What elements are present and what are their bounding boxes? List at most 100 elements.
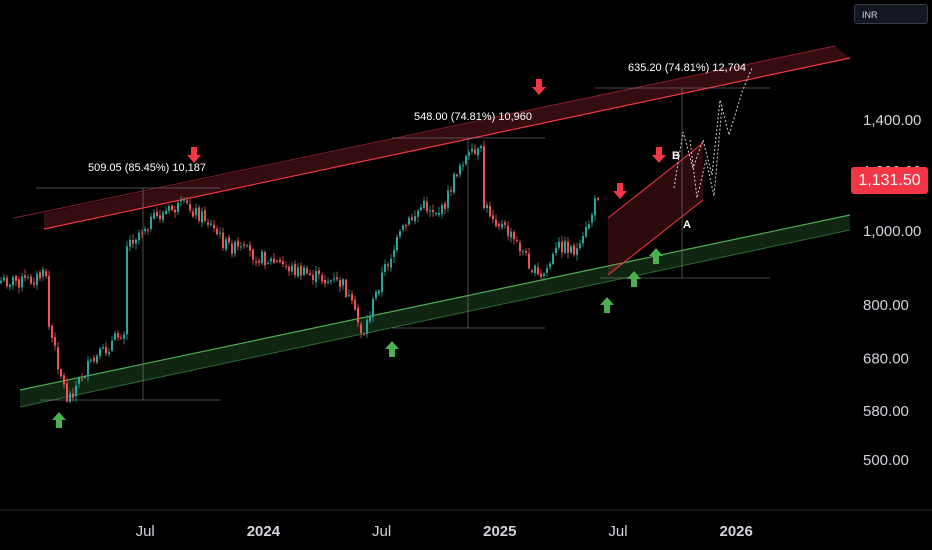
candle	[507, 225, 509, 237]
candle	[486, 204, 488, 208]
candle	[357, 307, 359, 323]
candle	[144, 228, 146, 231]
candle	[15, 275, 17, 281]
candle	[387, 264, 389, 267]
candle	[24, 275, 26, 278]
candle	[279, 259, 281, 263]
candle	[12, 277, 14, 286]
x-axis[interactable]: Jul 2024 Jul 2025 Jul 2026	[0, 509, 932, 540]
candle	[552, 253, 554, 264]
support-upper-line	[19, 214, 851, 391]
candles	[0, 140, 599, 404]
candle	[300, 265, 302, 276]
candle	[423, 201, 425, 208]
candle	[267, 262, 269, 264]
current-price-tag: 1,131.50	[851, 167, 928, 194]
candle	[213, 224, 215, 229]
candle	[414, 216, 416, 222]
candle	[3, 277, 5, 281]
candle	[498, 223, 500, 227]
candle	[564, 241, 566, 254]
x-tick-label: 2025	[483, 523, 516, 540]
candle	[210, 223, 212, 225]
candle	[126, 246, 128, 335]
candle	[84, 376, 86, 378]
candle	[555, 247, 557, 253]
candle	[285, 265, 287, 267]
candle	[489, 206, 491, 217]
candle	[585, 227, 587, 237]
candle	[453, 173, 455, 193]
candle	[75, 385, 77, 397]
candle	[6, 277, 8, 287]
candle	[333, 278, 335, 280]
candle	[117, 333, 119, 338]
candle	[36, 273, 38, 285]
candle	[201, 211, 203, 223]
candle	[381, 272, 383, 292]
candle	[543, 273, 545, 277]
sell-arrow-icon	[613, 183, 627, 199]
y-tick-label: 800.00	[863, 297, 909, 314]
measure-annotation: 635.20 (74.81%) 12,704	[628, 62, 746, 74]
candle	[345, 279, 347, 298]
candle	[162, 212, 164, 221]
currency-label[interactable]: INR	[854, 4, 928, 24]
candle	[504, 222, 506, 225]
candle	[207, 222, 209, 225]
candle	[186, 200, 188, 203]
candle	[198, 207, 200, 221]
signal-arrows	[52, 79, 666, 428]
candle	[21, 276, 23, 288]
candle	[525, 251, 527, 253]
candle	[177, 202, 179, 213]
candle	[66, 383, 68, 402]
candle	[231, 243, 233, 254]
candle	[468, 152, 470, 156]
candle	[249, 245, 251, 251]
candle	[360, 324, 362, 333]
y-axis[interactable]: 500.00580.00680.00800.001,000.001,200.00…	[850, 0, 932, 510]
candle	[579, 243, 581, 248]
candle	[282, 261, 284, 265]
candle	[51, 325, 53, 338]
support-channel	[20, 215, 850, 407]
candle	[459, 165, 461, 175]
candle	[258, 260, 260, 263]
resistance-channel	[44, 46, 850, 229]
candle	[522, 251, 524, 253]
candle	[513, 231, 515, 240]
support-lower-line	[19, 229, 851, 408]
candle	[189, 204, 191, 211]
candle	[408, 217, 410, 225]
candle	[390, 258, 392, 268]
x-tick-label: Jul	[372, 523, 391, 540]
corrective-upper	[607, 142, 704, 219]
candle	[294, 263, 296, 276]
candle	[594, 198, 596, 216]
candle	[546, 268, 548, 273]
candle	[252, 249, 254, 260]
projection-path	[673, 67, 753, 199]
candle	[72, 393, 74, 398]
x-tick-label: 2026	[720, 523, 753, 540]
candle	[261, 251, 263, 264]
candle	[138, 232, 140, 241]
candle	[288, 266, 290, 272]
candle	[435, 212, 437, 215]
candle	[123, 334, 125, 339]
candle	[270, 258, 272, 262]
candle	[561, 241, 563, 253]
resistance-upper-line	[13, 45, 836, 219]
candle	[81, 378, 83, 380]
candle	[531, 270, 533, 272]
candle	[471, 148, 473, 152]
projection-b	[689, 105, 723, 199]
wave-label: B	[672, 150, 680, 162]
candle	[366, 319, 368, 334]
candle	[105, 346, 107, 354]
candle	[174, 209, 176, 213]
candle	[291, 265, 293, 272]
candle	[588, 224, 590, 229]
